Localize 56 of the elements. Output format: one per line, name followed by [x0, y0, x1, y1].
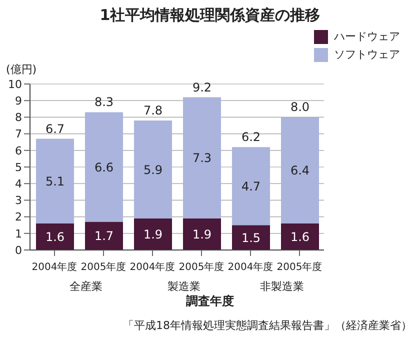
bar: [36, 138, 74, 224]
bar: [183, 218, 221, 250]
x-axis-title: 調査年度: [185, 293, 235, 310]
text: 全産業: [70, 280, 103, 293]
text: 「平成18年情報処理実態調査結果報告書」（経済産業省）: [123, 318, 412, 333]
x-tick-label: 2004年度: [130, 261, 176, 273]
y-tick-label: 3: [15, 194, 22, 208]
total-label: 6.2: [241, 130, 261, 144]
x-tick-label: 2004年度: [32, 261, 78, 273]
total-label: 7.8: [143, 104, 163, 118]
y-tick-label: 6: [15, 144, 22, 158]
bar: [36, 223, 74, 250]
data-label: 5.9: [143, 162, 163, 177]
x-tick-label: 2005年度: [80, 261, 126, 273]
bar: [134, 218, 172, 250]
bar: [85, 222, 123, 250]
bar: [134, 120, 172, 218]
data-label: 1.9: [143, 227, 163, 242]
total-label: 9.2: [192, 80, 212, 94]
y-tick-label: 8: [15, 111, 22, 124]
y-tick-label: 5: [15, 160, 22, 174]
total-label: 8.0: [290, 100, 310, 114]
y-axis-title: (億円): [6, 62, 37, 77]
data-label: 1.5: [241, 230, 261, 245]
data-label: 1.7: [94, 229, 114, 244]
data-label: 1.6: [45, 230, 65, 244]
bar: [183, 97, 221, 218]
y-tick-label: 2: [15, 210, 22, 224]
x-tick-label: 2005年度: [178, 261, 224, 273]
bar: [281, 117, 319, 224]
y-tick-label: 4: [15, 178, 22, 191]
data-label: 6.4: [290, 164, 310, 178]
total-label: 8.3: [94, 95, 114, 110]
y-tick-label: 9: [15, 94, 22, 108]
bar: [232, 225, 270, 250]
data-label: 4.7: [241, 179, 261, 194]
x-tick-label: 2005年度: [276, 261, 322, 273]
y-tick-label: 1: [15, 227, 22, 240]
x-tick-label: 2004年度: [228, 261, 274, 273]
bar: [281, 223, 319, 250]
bar: [232, 147, 270, 226]
text: 製造業: [168, 280, 201, 293]
data-label: 6.6: [94, 160, 114, 174]
y-tick-label: 7: [15, 128, 22, 141]
total-label: 6.7: [45, 122, 65, 136]
y-tick-label: 0: [15, 244, 22, 257]
data-label: 5.1: [45, 174, 65, 188]
data-label: 1.6: [290, 230, 310, 244]
chart-title: 1社平均情報処理関係資産の推移: [98, 6, 322, 25]
legend-label: ソフトウェア: [334, 47, 400, 63]
data-label: 1.9: [192, 227, 212, 242]
legend-label: ハードウェア: [334, 29, 400, 45]
text: 非製造業: [260, 280, 304, 293]
y-tick-label: 10: [8, 78, 22, 91]
bar: [85, 112, 123, 222]
data-label: 7.3: [192, 151, 212, 166]
